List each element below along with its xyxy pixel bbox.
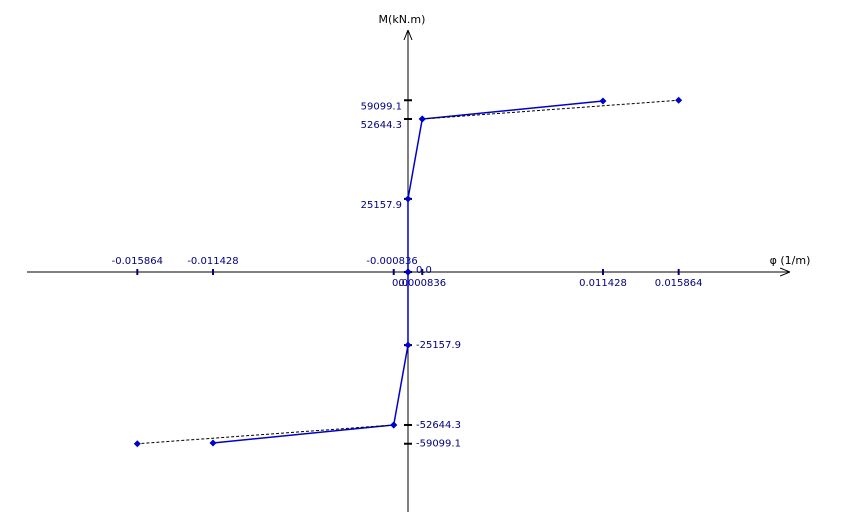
point: [390, 421, 398, 429]
x-tick-label: 0.0: [392, 278, 408, 289]
curve: [212, 271, 409, 444]
point: [675, 96, 683, 104]
curve: [422, 99, 679, 120]
y-tick-label: 52644.3: [361, 120, 402, 131]
x-axis-title: φ (1/m): [770, 254, 811, 267]
curve: [407, 100, 604, 272]
point: [404, 268, 412, 276]
y-tick-label: -52644.3: [416, 420, 461, 431]
y-axis-title: M(kN.m): [379, 13, 426, 26]
y-tick-label: 59099.1: [361, 101, 402, 112]
x-tick-label: 0.011428: [579, 278, 627, 289]
y-tick-label: 25157.9: [361, 200, 402, 211]
curve: [137, 424, 394, 445]
point: [599, 97, 607, 105]
point: [418, 115, 426, 123]
y-tick-label: -59099.1: [416, 439, 461, 450]
x-tick-label: -0.011428: [187, 256, 238, 267]
x-tick-label: -0.000836: [366, 256, 417, 267]
point: [209, 439, 217, 447]
point: [404, 195, 412, 203]
point: [133, 440, 141, 448]
x-tick-label: -0.015864: [112, 256, 163, 267]
x-tick-label: 0.015864: [655, 278, 703, 289]
x-tick-label: 0.000836: [398, 278, 446, 289]
point: [404, 341, 412, 349]
y-tick-label: 0.0: [416, 265, 432, 276]
y-tick-label: -25157.9: [416, 340, 461, 351]
